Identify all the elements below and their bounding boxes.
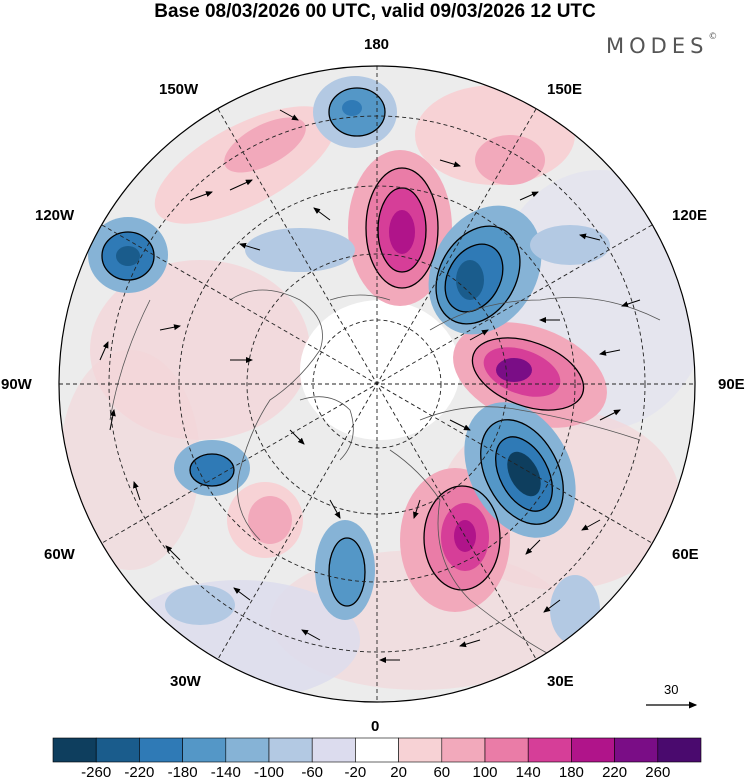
label-120w: 120W (35, 207, 75, 224)
colorbar-swatch (311, 737, 356, 763)
label-60w: 60W (44, 546, 75, 563)
colorbar-tick-label: 100 (472, 764, 498, 781)
label-30e: 30E (547, 673, 574, 690)
brand-name: MODES (606, 34, 709, 58)
colorbar-tick-label: -180 (167, 764, 198, 781)
label-60e: 60E (672, 546, 699, 563)
colorbar-tick-label: -100 (253, 764, 285, 781)
negative-anomaly-southwest (165, 225, 610, 645)
colorbar-tick-label: 140 (515, 764, 541, 781)
wind-vectors (99, 109, 641, 663)
colorbar-tick-label: 60 (433, 764, 451, 781)
colorbar-swatch (268, 737, 313, 763)
colorbar-tick-label: -20 (344, 764, 367, 781)
negative-anomaly-120w (88, 217, 168, 293)
colorbar-tick-labels: -260 -220 -180 -140 -100 -60 -20 20 60 100 140 180 2… (0, 764, 750, 783)
colorbar-swatch (398, 737, 443, 763)
colorbar-swatch (182, 737, 227, 763)
label-30w: 30W (170, 673, 201, 690)
graticule (59, 66, 695, 702)
colorbar-tick-label: 260 (645, 764, 671, 781)
colorbar (52, 737, 702, 763)
colorbar-tick-label: 20 (390, 764, 407, 781)
colorbar-swatch (139, 737, 183, 763)
label-150w: 150W (159, 81, 199, 98)
colorbar-tick-label: -60 (301, 764, 324, 781)
label-180: 180 (364, 36, 390, 53)
colorbar-swatch (527, 737, 572, 763)
label-0: 0 (371, 718, 380, 735)
contour-lines (101, 87, 585, 607)
colorbar-swatch (52, 737, 97, 763)
colorbar-swatch (95, 737, 140, 763)
label-120e: 120E (672, 207, 708, 224)
negative-anomaly-east-southeast (464, 402, 576, 538)
colorbar-tick-label: -220 (124, 764, 155, 781)
colorbar-swatch (614, 737, 659, 763)
colorbar-tick-label: 180 (558, 764, 584, 781)
map-boundary-circle (58, 65, 696, 703)
colorbar-swatch (484, 737, 529, 763)
label-90w: 90W (1, 376, 32, 393)
colorbar-tick-label: 220 (602, 764, 628, 781)
brand-copyright-mark: © (708, 32, 718, 42)
label-150e: 150E (547, 81, 583, 98)
label-90e: 90E (718, 376, 745, 393)
colorbar-tick-label: -140 (210, 764, 241, 781)
colorbar-swatch (657, 737, 702, 763)
colorbar-swatch (225, 737, 270, 763)
colorbar-swatch (571, 737, 615, 763)
colorbar-swatch (441, 737, 486, 763)
colorbar-tick-label: -260 (81, 764, 112, 781)
modes-brand-logo: MODES© (606, 32, 718, 58)
colorbar-swatch (355, 737, 399, 763)
anomaly-field (59, 66, 695, 702)
map-title: Base 08/03/2026 00 UTC, valid 09/03/2026… (154, 1, 596, 22)
positive-anomaly-east (453, 322, 607, 428)
vector-scale-label: 30 (664, 682, 679, 697)
